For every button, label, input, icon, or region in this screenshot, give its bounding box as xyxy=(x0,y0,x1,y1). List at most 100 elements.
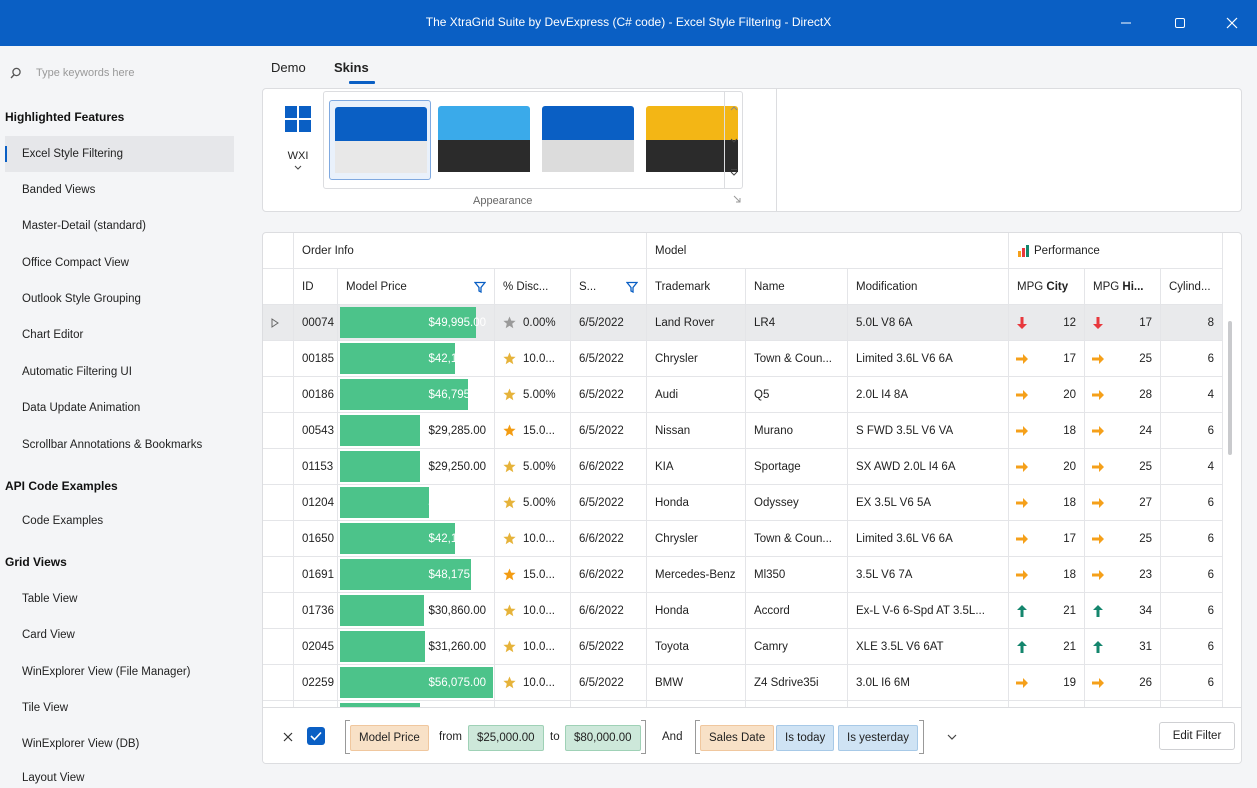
filter-and-operator[interactable]: And xyxy=(662,731,683,743)
cell-mpg-highway[interactable]: 23 xyxy=(1085,557,1161,593)
nav-item-outlook-style-grouping[interactable]: Outlook Style Grouping xyxy=(22,293,141,305)
nav-group-highlighted[interactable]: Highlighted Features xyxy=(5,110,125,124)
cell-id[interactable]: 00543 xyxy=(294,413,338,449)
cell-mpg-city[interactable]: 18 xyxy=(1009,485,1085,521)
gallery-scroll-down-button[interactable] xyxy=(725,124,742,156)
cell-discount[interactable]: 10.0... xyxy=(495,341,571,377)
cell-sales-date[interactable]: 6/6/2022 xyxy=(571,449,647,485)
cell-mpg-city[interactable]: 12 xyxy=(1009,305,1085,341)
cell-mpg-highway[interactable]: 25 xyxy=(1085,449,1161,485)
gallery-expand-button[interactable] xyxy=(725,156,742,188)
nav-item-winexplorer-file-manager[interactable]: WinExplorer View (File Manager) xyxy=(22,666,191,678)
filter-value-is-yesterday[interactable]: Is yesterday xyxy=(838,725,918,751)
cell-sales-date[interactable]: 6/5/2022 xyxy=(571,377,647,413)
cell-modification[interactable]: SX AWD 2.0L I4 6A xyxy=(848,449,1009,485)
column-header[interactable]: ID xyxy=(294,269,338,305)
band-header[interactable]: Model xyxy=(647,233,1009,269)
nav-item-scrollbar-annotations[interactable]: Scrollbar Annotations & Bookmarks xyxy=(22,439,203,451)
cell-id[interactable]: 01204 xyxy=(294,485,338,521)
cell-discount[interactable]: 0.00% xyxy=(495,305,571,341)
cell-mpg-city[interactable]: 18 xyxy=(1009,557,1085,593)
cell-model-price[interactable]: $48,175.00 xyxy=(338,557,495,593)
band-header[interactable]: Performance xyxy=(1009,233,1223,269)
cell-cylinders[interactable]: 6 xyxy=(1161,665,1223,701)
cell-cylinders[interactable]: 6 xyxy=(1161,413,1223,449)
cell-mpg-highway[interactable]: 17 xyxy=(1085,305,1161,341)
maximize-button[interactable] xyxy=(1162,9,1198,37)
cell-cylinders[interactable]: 6 xyxy=(1161,629,1223,665)
cell-sales-date[interactable]: 6/5/2022 xyxy=(571,413,647,449)
cell-mpg-highway[interactable]: 26 xyxy=(1085,665,1161,701)
cell-discount[interactable]: 15.0... xyxy=(495,557,571,593)
cell-mpg-city[interactable]: 21 xyxy=(1009,629,1085,665)
cell-discount[interactable]: 5.00% xyxy=(495,449,571,485)
cell-mpg-highway[interactable]: 25 xyxy=(1085,341,1161,377)
row-indicator[interactable] xyxy=(263,629,294,665)
cell-trademark[interactable]: Chrysler xyxy=(647,341,746,377)
filter-value-is-today[interactable]: Is today xyxy=(776,725,835,751)
cell-mpg-highway[interactable]: 25 xyxy=(1085,521,1161,557)
nav-item-office-compact-view[interactable]: Office Compact View xyxy=(22,257,129,269)
nav-item-automatic-filtering-ui[interactable]: Automatic Filtering UI xyxy=(22,366,132,378)
column-header[interactable]: Trademark xyxy=(647,269,746,305)
nav-group-api-code-examples[interactable]: API Code Examples xyxy=(5,479,118,493)
skin-swatch[interactable] xyxy=(537,100,639,180)
nav-item-code-examples[interactable]: Code Examples xyxy=(22,515,104,527)
cell-sales-date[interactable]: 6/5/2022 xyxy=(571,305,647,341)
cell-sales-date[interactable]: 6/6/2022 xyxy=(571,593,647,629)
cell-model-price[interactable]: $42,140.00 xyxy=(338,341,495,377)
row-indicator[interactable] xyxy=(263,557,294,593)
cell-modification[interactable]: Limited 3.6L V6 6A xyxy=(848,341,1009,377)
cell-trademark[interactable]: Honda xyxy=(647,593,746,629)
cell-modification[interactable]: 5.0L V8 6A xyxy=(848,305,1009,341)
cell-modification[interactable]: 2.0L I4 8A xyxy=(848,377,1009,413)
filter-value-to[interactable]: $80,000.00 xyxy=(565,725,641,751)
nav-item-chart-editor[interactable]: Chart Editor xyxy=(22,329,84,341)
cell-mpg-city[interactable]: 20 xyxy=(1009,449,1085,485)
skin-swatch[interactable] xyxy=(641,100,743,180)
cell-mpg-city[interactable]: 21 xyxy=(1009,593,1085,629)
cell-trademark[interactable]: BMW xyxy=(647,665,746,701)
cell-mpg-city[interactable]: 20 xyxy=(1009,377,1085,413)
cell-discount[interactable]: 10.0... xyxy=(495,593,571,629)
clear-filter-icon[interactable] xyxy=(283,732,293,742)
cell-name[interactable]: Murano xyxy=(746,413,848,449)
cell-model-price[interactable]: $49,995.00 xyxy=(338,305,495,341)
row-indicator[interactable] xyxy=(263,449,294,485)
cell-sales-date[interactable]: 6/5/2022 xyxy=(571,341,647,377)
cell-modification[interactable]: Limited 3.6L V6 6A xyxy=(848,521,1009,557)
filter-enabled-checkbox[interactable] xyxy=(307,727,325,745)
nav-item-winexplorer-db[interactable]: WinExplorer View (DB) xyxy=(22,738,140,750)
cell-id[interactable]: 01691 xyxy=(294,557,338,593)
cell-trademark[interactable]: Toyota xyxy=(647,629,746,665)
cell-sales-date[interactable]: 6/5/2022 xyxy=(571,629,647,665)
skin-swatch[interactable] xyxy=(329,100,431,180)
cell-name[interactable]: LR4 xyxy=(746,305,848,341)
search-input[interactable]: Type keywords here xyxy=(36,67,135,79)
nav-item-card-view[interactable]: Card View xyxy=(22,629,75,641)
cell-modification[interactable]: Ex-L V-6 6-Spd AT 3.5L... xyxy=(848,593,1009,629)
column-header[interactable]: % Disc... xyxy=(495,269,571,305)
column-header[interactable]: Model Price xyxy=(338,269,495,305)
nav-item-tile-view[interactable]: Tile View xyxy=(22,702,69,714)
cell-model-price[interactable]: $30,860.00 xyxy=(338,593,495,629)
dialog-launcher-icon[interactable] xyxy=(733,195,741,205)
cell-cylinders[interactable]: 6 xyxy=(1161,485,1223,521)
cell-mpg-highway[interactable]: 27 xyxy=(1085,485,1161,521)
nav-item-data-update-animation[interactable]: Data Update Animation xyxy=(22,402,141,414)
cell-mpg-city[interactable]: 17 xyxy=(1009,341,1085,377)
nav-group-grid-views[interactable]: Grid Views xyxy=(5,555,67,569)
cell-name[interactable]: Z4 Sdrive35i xyxy=(746,665,848,701)
column-header[interactable]: Cylind... xyxy=(1161,269,1223,305)
cell-model-price[interactable]: $31,260.00 xyxy=(338,629,495,665)
cell-trademark[interactable]: Audi xyxy=(647,377,746,413)
cell-id[interactable]: 02259 xyxy=(294,665,338,701)
nav-item-table-view[interactable]: Table View xyxy=(22,593,78,605)
cell-cylinders[interactable]: 6 xyxy=(1161,341,1223,377)
cell-discount[interactable]: 15.0... xyxy=(495,413,571,449)
cell-cylinders[interactable]: 6 xyxy=(1161,557,1223,593)
cell-id[interactable]: 00185 xyxy=(294,341,338,377)
cell-name[interactable]: Town & Coun... xyxy=(746,521,848,557)
cell-name[interactable]: Odyssey xyxy=(746,485,848,521)
cell-trademark[interactable]: Land Rover xyxy=(647,305,746,341)
